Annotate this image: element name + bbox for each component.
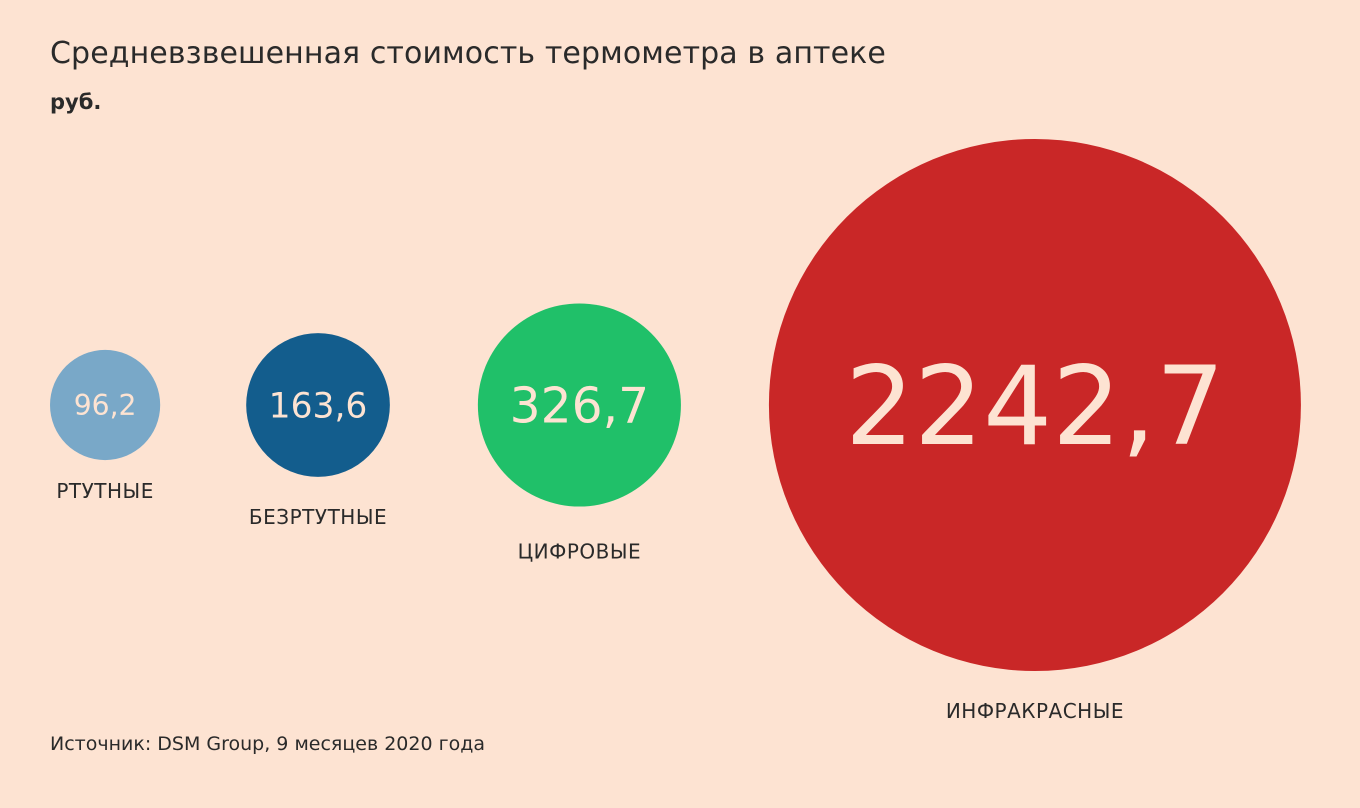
chart-title: Средневзвешенная стоимость термометра в … [50, 36, 886, 71]
bubble-value-label-4: 2242,7 [845, 343, 1225, 470]
category-label-4: ИНФРАКРАСНЫЕ [946, 699, 1124, 723]
bubble-1 [50, 349, 161, 461]
bubble-value-label-3: 326,7 [510, 379, 649, 435]
category-label-3: ЦИФРОВЫЕ [518, 540, 642, 564]
bubble-2 [246, 333, 390, 477]
bubble-value-label-1: 96,2 [74, 389, 137, 422]
unit-label: руб. [50, 90, 102, 114]
bubble-value-label-2: 163,6 [269, 386, 368, 426]
source-note: Источник: DSM Group, 9 месяцев 2020 года [50, 733, 485, 755]
bubble-3 [477, 303, 681, 507]
category-label-1: РТУТНЫЕ [56, 479, 154, 503]
category-label-2: БЕЗРТУТНЫЕ [249, 505, 387, 529]
bubble-4 [768, 139, 1301, 671]
